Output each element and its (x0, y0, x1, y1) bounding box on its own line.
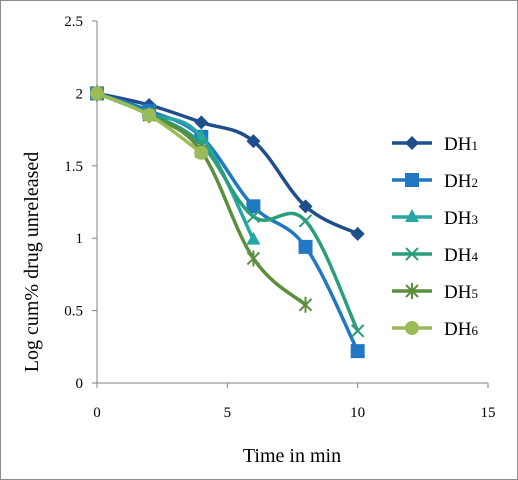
legend-label: DH5 (444, 282, 478, 303)
series-line-dh1 (95, 91, 360, 236)
data-point-dh6 (194, 145, 209, 160)
x-tick-label: 0 (93, 405, 101, 421)
data-point-dh6 (90, 86, 104, 101)
legend-label: DH1 (444, 134, 478, 155)
data-point-dh4 (298, 214, 313, 228)
legend-item-dh1: DH1 (392, 134, 478, 155)
series-dh1 (90, 86, 365, 241)
series-dh6 (90, 86, 209, 160)
data-point-dh2 (350, 344, 365, 359)
series-line-dh2 (95, 91, 360, 353)
y-tick-label: 2.5 (64, 14, 83, 30)
legend-swatch-marker (405, 136, 419, 150)
legend-label-main: DH (444, 134, 472, 155)
legend-label-main: DH (444, 171, 472, 192)
legend-label-main: DH (444, 245, 472, 266)
legend-swatch-marker (405, 209, 419, 222)
series-dh4 (90, 86, 365, 338)
legend-label-subscript: 5 (471, 286, 478, 301)
data-point-dh2 (246, 199, 261, 214)
ticks: 00.511.522.50 5 10 15 (64, 14, 495, 421)
data-point-dh6 (142, 108, 157, 123)
legend-label-subscript: 6 (471, 323, 478, 338)
y-tick-label: 1.5 (64, 159, 83, 175)
legend-label: DH3 (444, 208, 478, 229)
data-point-dh1 (246, 134, 261, 149)
legend-swatch-marker (405, 321, 419, 335)
data-point-dh1 (350, 226, 365, 241)
data-point-dh1 (194, 115, 209, 130)
y-axis-title: Log cum% drug unreleased (21, 152, 43, 372)
y-tick-label: 2 (76, 86, 84, 102)
legend-item-dh3: DH3 (392, 208, 478, 229)
data-point-dh5 (246, 250, 261, 267)
x-axis-title: Time in min (243, 445, 341, 467)
legend-label-subscript: 2 (471, 175, 478, 190)
axes (96, 21, 488, 384)
legend-item-dh6: DH6 (392, 319, 478, 340)
data-point-dh5 (298, 296, 313, 313)
legend-label: DH2 (444, 171, 478, 192)
legend-label: DH4 (444, 245, 478, 266)
data-point-dh1 (298, 199, 313, 214)
legend-item-dh5: DH5 (392, 282, 478, 303)
legend-label-subscript: 4 (471, 249, 478, 264)
legend-label-main: DH (444, 208, 472, 229)
legend-label-subscript: 1 (471, 138, 478, 153)
legend-swatch-marker (405, 283, 419, 299)
data-point-dh4 (246, 209, 261, 224)
legend-label-main: DH (444, 282, 472, 303)
data-point-dh2 (298, 239, 313, 254)
y-tick-label: 0.5 (64, 304, 83, 320)
y-tick-label: 0 (76, 376, 84, 392)
x-tick-label: 5 (224, 405, 232, 421)
legend-item-dh4: DH4 (392, 245, 478, 266)
legend-label-subscript: 3 (471, 212, 478, 227)
legend-swatch-marker (405, 173, 419, 187)
legend-swatch-marker (405, 247, 419, 261)
series-layer (90, 85, 365, 359)
y-tick-label: 1 (76, 231, 84, 247)
series-line-dh3 (95, 91, 256, 242)
x-tick-label: 10 (350, 405, 365, 421)
data-point-dh3 (246, 231, 261, 245)
x-tick-label: 15 (481, 405, 496, 421)
data-point-dh4 (350, 324, 365, 338)
legend-item-dh2: DH2 (392, 171, 478, 192)
legend-label: DH6 (444, 319, 478, 340)
legend-label-main: DH (444, 319, 472, 340)
